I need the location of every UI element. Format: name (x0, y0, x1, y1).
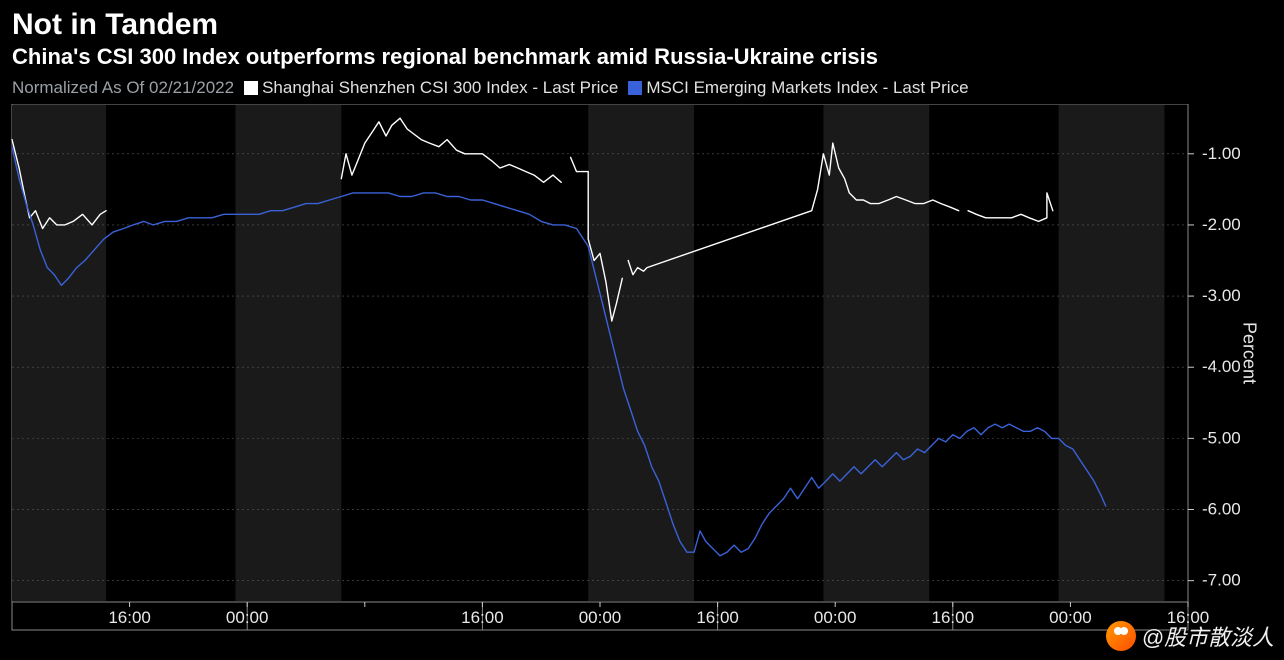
watermark: @股市散淡人 (1106, 620, 1274, 652)
svg-text:-5.00: -5.00 (1202, 428, 1241, 447)
svg-text:00:00: 00:00 (814, 608, 857, 627)
svg-text:-4.00: -4.00 (1202, 357, 1241, 376)
svg-text:00:00: 00:00 (226, 608, 269, 627)
watermark-text: @股市散淡人 (1142, 620, 1274, 652)
legend-label-msci: MSCI Emerging Markets Index - Last Price (646, 78, 968, 98)
legend-label-csi300: Shanghai Shenzhen CSI 300 Index - Last P… (262, 78, 618, 98)
svg-text:00:00: 00:00 (1049, 608, 1092, 627)
chart-legend: Normalized As Of 02/21/2022 Shanghai She… (0, 74, 1284, 104)
svg-text:-3.00: -3.00 (1202, 286, 1241, 305)
chart-header: Not in Tandem China's CSI 300 Index outp… (0, 0, 1284, 74)
chart-subtitle: China's CSI 300 Index outperforms region… (12, 44, 1272, 70)
svg-text:16:00: 16:00 (696, 608, 739, 627)
legend-swatch-csi300 (244, 81, 258, 95)
chart-title: Not in Tandem (12, 8, 1272, 42)
svg-text:-6.00: -6.00 (1202, 500, 1241, 519)
svg-text:-2.00: -2.00 (1202, 215, 1241, 234)
svg-text:16:00: 16:00 (461, 608, 504, 627)
legend-swatch-msci (628, 81, 642, 95)
svg-text:16:00: 16:00 (108, 608, 151, 627)
svg-text:16:00: 16:00 (932, 608, 975, 627)
svg-text:-1.00: -1.00 (1202, 144, 1241, 163)
chart-svg: -1.00 -2.00 -3.00 -4.00 -5.00 -6.00 -7.00 16:00… (0, 104, 1284, 638)
legend-item-csi300: Shanghai Shenzhen CSI 300 Index - Last P… (244, 78, 618, 98)
chart-area: -1.00 -2.00 -3.00 -4.00 -5.00 -6.00 -7.00 16:00… (0, 104, 1284, 638)
svg-text:-7.00: -7.00 (1202, 571, 1241, 590)
svg-text:00:00: 00:00 (579, 608, 622, 627)
watermark-icon (1106, 621, 1136, 651)
y-axis-title: Percent (1238, 322, 1259, 384)
legend-normalized: Normalized As Of 02/21/2022 (12, 78, 234, 98)
legend-item-msci: MSCI Emerging Markets Index - Last Price (628, 78, 968, 98)
